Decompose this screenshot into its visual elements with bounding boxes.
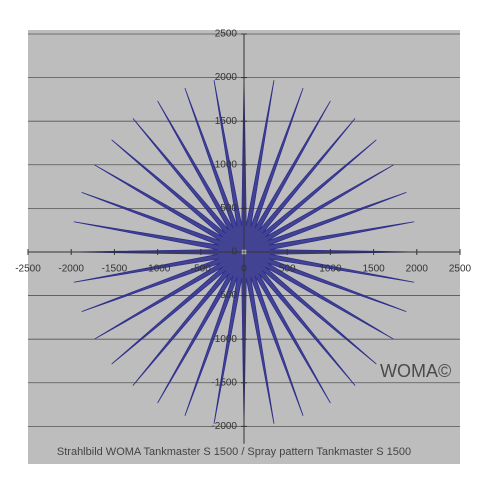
x-tick-label: -2500 [15,264,41,275]
y-tick-label: -1500 [211,377,237,388]
annotation: WOMA© [380,361,451,381]
x-tick-label: 500 [279,264,296,275]
y-tick-label: 500 [220,203,237,214]
x-tick-label: 2000 [406,264,429,275]
y-tick-label: 2500 [215,29,238,40]
x-tick-label: -2000 [58,264,84,275]
axes: -2000-1500-1000-50005001000150020002500-… [15,29,472,444]
x-tick-label: -1000 [145,264,171,275]
x-tick-label: 1500 [362,264,385,275]
y-tick-label: -500 [217,290,237,301]
x-tick-label: 2500 [449,264,472,275]
caption: Strahlbild WOMA Tankmaster S 1500 / Spra… [57,446,411,458]
y-tick-label: 2000 [215,72,238,83]
y-tick-label: -2000 [211,421,237,432]
y-tick-label: 1500 [215,116,238,127]
y-tick-label: 1000 [215,159,238,170]
x-tick-label: -500 [191,264,211,275]
x-tick-label: 1000 [319,264,342,275]
x-tick-label: -1500 [102,264,128,275]
y-tick-label: -1000 [211,334,237,345]
